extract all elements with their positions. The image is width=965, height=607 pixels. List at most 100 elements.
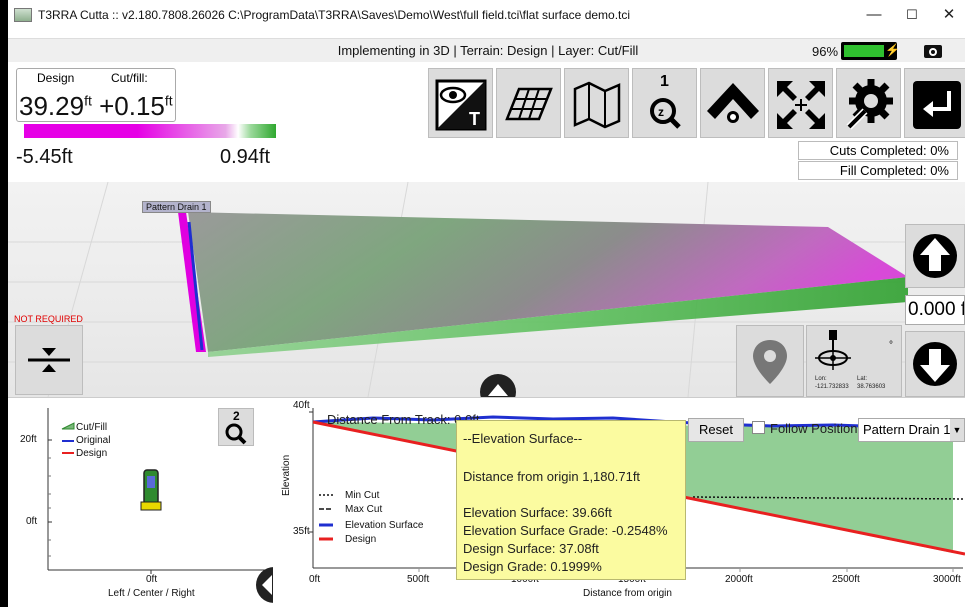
eye-terrain-icon: T [435,79,487,131]
pattern-button[interactable] [700,68,765,138]
lower-offset-button[interactable] [905,331,965,397]
layers-button[interactable] [496,68,561,138]
pattern-chevron-icon [707,83,759,123]
cross-zoom-button[interactable]: 2 [218,408,254,446]
x-tick-3000: 3000ft [933,574,961,585]
follow-position-checkbox[interactable] [752,421,765,434]
legend-elevation-surface: Elevation Surface [345,520,424,531]
svg-text:z: z [658,105,664,119]
tooltip-surface: Elevation Surface: 39.66ft [463,505,612,520]
legend-design: Design [345,534,377,545]
app-icon [14,8,32,22]
svg-text:T: T [469,109,480,129]
title-bar: T3RRA Cutta :: v2.180.7808.26026 C:\Prog… [8,0,965,30]
gps-lon-label: Lon: [815,376,827,382]
gps-lat-label: Lat: [857,376,868,382]
zoom-icon [225,423,247,445]
elevation-tooltip: --Elevation Surface-- Distance from orig… [456,420,686,580]
follow-position-label: Follow Position [770,421,858,436]
legend-original: Original [76,435,111,446]
expand-arrows-icon [777,81,825,129]
cutfill-label: Cut/fill: [111,71,148,85]
cutfill-color-scale [24,124,276,138]
exit-button[interactable] [904,68,965,138]
x-axis-label: Distance from origin [583,588,672,599]
gps-position-button[interactable]: ° Lon: Lat: -121.732833 38.763603 [806,325,902,397]
map-pin-icon [753,340,787,384]
design-label: Design [37,71,75,85]
reset-button[interactable]: Reset [688,418,744,442]
zoom-icon: z [650,98,681,129]
gps-degree-mark: ° [889,340,893,351]
close-button[interactable]: ✕ [942,6,956,23]
level-button[interactable] [15,325,83,395]
y-axis-label: Elevation [281,454,292,496]
raise-offset-button[interactable] [905,224,965,288]
tooltip-distance: Distance from origin 1,180.71ft [463,469,641,484]
level-blade-icon [28,348,70,372]
y-tick-0ft: 0ft [26,516,38,527]
zoom-level-button[interactable]: 1 z [632,68,697,138]
drain-select[interactable]: Pattern Drain 1 ▼ [858,418,965,442]
design-value: 39.29ft +0.15ft [19,91,173,121]
map-icon [573,81,621,129]
view-terrain-button[interactable]: T [428,68,493,138]
x-tick-0ft: 0ft [146,574,158,585]
terrain-3d-view[interactable]: Pattern Drain 1 NOT REQUIRED 0.000 f [8,182,965,397]
screenshot-camera-button[interactable] [908,41,958,61]
tooltip-surface-grade: Elevation Surface Grade: -0.2548% [463,523,668,538]
zoom-level-number: 1 [660,73,669,90]
settings-wrench-gear-icon [846,79,893,130]
fill-completed: Fill Completed: 0% [798,161,958,180]
x-tick-2000: 2000ft [725,574,753,585]
status-text: Implementing in 3D | Terrain: Design | L… [337,43,639,58]
app-window: T3RRA Cutta :: v2.180.7808.26026 C:\Prog… [8,0,965,607]
tooltip-design-grade: Design Grade: 0.1999% [463,559,602,574]
x-tick-0: 0ft [309,574,321,585]
layers-icon [505,87,553,121]
battery-icon: ⚡ [841,42,900,60]
x-tick-500: 500ft [407,574,430,585]
status-bar: Implementing in 3D | Terrain: Design | L… [8,38,965,62]
arrow-up-circle-icon [913,234,957,278]
minimize-button[interactable]: — [866,6,882,23]
arrow-down-circle-icon [913,342,957,386]
tooltip-design-surface: Design Surface: 37.08ft [463,541,599,556]
settings-button[interactable] [836,68,901,138]
legend-max-cut: Max Cut [345,504,383,515]
legend-cutfill: Cut/Fill [76,422,108,433]
legend-design: Design [76,448,108,459]
legend-min-cut: Min Cut [345,490,380,501]
chevron-down-icon: ▼ [950,419,964,441]
drain-select-value: Pattern Drain 1 [863,422,951,437]
terrain-surface [8,182,965,397]
offset-value[interactable]: 0.000 f [905,295,965,325]
not-required-label: NOT REQUIRED [14,314,83,324]
triangle-up-icon [488,384,508,396]
exit-return-icon [913,81,961,129]
tractor-icon [140,469,162,511]
main-toolbar: T 1 z [428,68,965,138]
window-title: T3RRA Cutta :: v2.180.7808.26026 C:\Prog… [38,8,631,22]
scale-max-value: 0.94ft [220,146,271,168]
profile-title: Distance From Track: 0.0ft [327,412,480,427]
pattern-drain-label: Pattern Drain 1 [142,201,211,213]
cross-section-chart [47,408,270,574]
gps-lat-value: 38.763603 [857,384,886,390]
cuts-completed: Cuts Completed: 0% [798,141,958,160]
location-pin-button[interactable] [736,325,804,397]
gps-pushpin-icon [815,330,851,370]
battery-percent: 96% [812,44,839,59]
gps-lon-value: -121.732833 [815,384,849,390]
design-readout: Design Cut/fill: 39.29ft +0.15ft [16,68,176,122]
fit-extents-button[interactable] [768,68,833,138]
y-tick-35ft: 35ft [293,526,310,537]
y-tick-40ft: 40ft [293,400,310,411]
y-tick-20ft: 20ft [20,434,37,445]
cross-section-panel: Cut/Fill Original Design 20ft 0ft 0ft Le… [8,397,273,607]
map-button[interactable] [564,68,629,138]
cross-zoom-number: 2 [233,409,240,423]
maximize-button[interactable]: ☐ [906,7,918,22]
tooltip-header: --Elevation Surface-- [463,431,583,446]
x-axis-label: Left / Center / Right [108,588,195,599]
